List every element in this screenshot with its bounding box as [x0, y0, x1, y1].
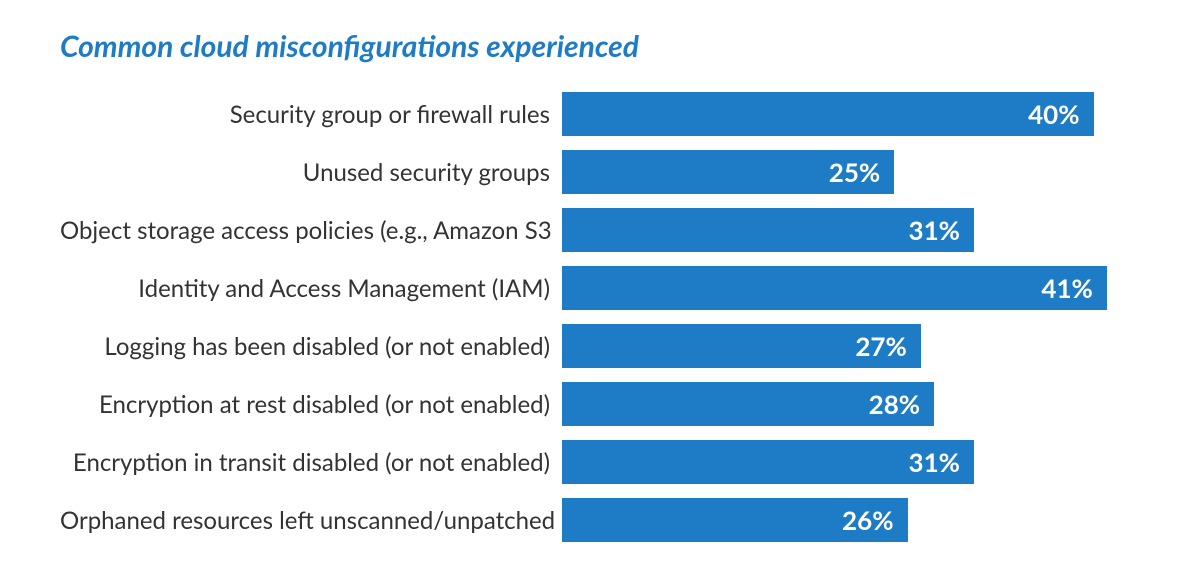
row-label: Identity and Access Management (IAM) [60, 274, 550, 303]
chart-row: Orphaned resources left unscanned/unpatc… [60, 498, 1160, 542]
bar: 41% [562, 266, 1107, 310]
row-label: Encryption in transit disabled (or not e… [60, 448, 550, 477]
chart-row: Encryption at rest disabled (or not enab… [60, 382, 1160, 426]
chart-row: Logging has been disabled (or not enable… [60, 324, 1160, 368]
bar-track: 41% [562, 266, 1160, 310]
chart-title: Common cloud misconfigurations experienc… [60, 28, 1160, 64]
bar-value: 31% [908, 214, 959, 246]
bar-track: 28% [562, 382, 1160, 426]
row-label: Unused security groups [60, 158, 550, 187]
bar-value: 27% [855, 330, 906, 362]
row-label: Orphaned resources left unscanned/unpatc… [60, 506, 550, 535]
bar: 25% [562, 150, 894, 194]
bar-value: 25% [829, 156, 880, 188]
chart-row: Object storage access policies (e.g., Am… [60, 208, 1160, 252]
row-label: Logging has been disabled (or not enable… [60, 332, 550, 361]
bar-track: 31% [562, 208, 1160, 252]
bar: 28% [562, 382, 934, 426]
row-label: Object storage access policies (e.g., Am… [60, 216, 550, 245]
bar-track: 25% [562, 150, 1160, 194]
bar-value: 31% [908, 446, 959, 478]
bar-track: 31% [562, 440, 1160, 484]
chart-row: Unused security groups 25% [60, 150, 1160, 194]
bar-track: 26% [562, 498, 1160, 542]
chart-row: Encryption in transit disabled (or not e… [60, 440, 1160, 484]
bar: 27% [562, 324, 921, 368]
bar-value: 28% [869, 388, 920, 420]
row-label: Security group or firewall rules [60, 100, 550, 129]
bar-track: 27% [562, 324, 1160, 368]
chart-row: Identity and Access Management (IAM) 41% [60, 266, 1160, 310]
bar-value: 40% [1028, 98, 1079, 130]
misconfigurations-bar-chart: Common cloud misconfigurations experienc… [0, 0, 1200, 576]
row-label: Encryption at rest disabled (or not enab… [60, 390, 550, 419]
chart-row: Security group or firewall rules 40% [60, 92, 1160, 136]
bar-value: 41% [1041, 272, 1092, 304]
chart-rows: Security group or firewall rules 40% Unuse… [60, 92, 1160, 542]
bar: 31% [562, 208, 974, 252]
bar: 26% [562, 498, 908, 542]
bar-value: 26% [842, 504, 893, 536]
bar: 40% [562, 92, 1094, 136]
bar: 31% [562, 440, 974, 484]
bar-track: 40% [562, 92, 1160, 136]
